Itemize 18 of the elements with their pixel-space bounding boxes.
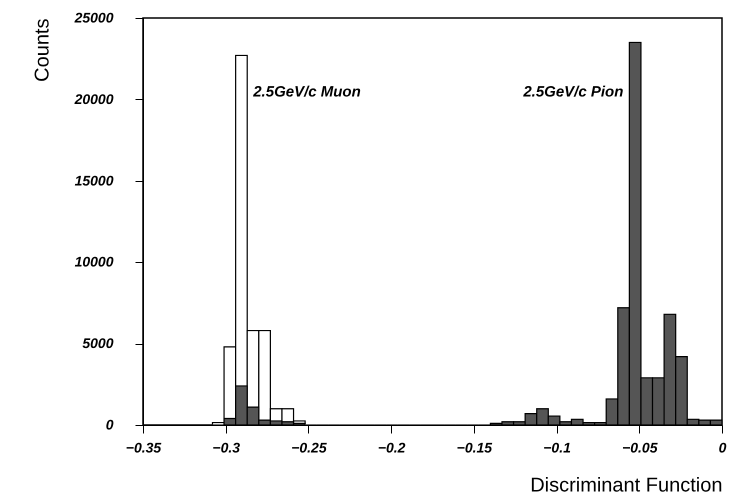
x-tick-label: −0.25 (291, 440, 327, 456)
series-label: 2.5GeV/c Muon (252, 83, 361, 100)
x-tick-label: −0.15 (456, 440, 492, 456)
x-tick-label: −0.05 (622, 440, 658, 456)
x-axis-title: Discriminant Function (530, 474, 722, 496)
y-tick-label: 5000 (82, 335, 114, 352)
y-tick-label: 20000 (74, 90, 114, 107)
y-axis-title: Counts (32, 18, 54, 82)
y-tick-label: 10000 (74, 254, 114, 270)
y-tick-label: 25000 (74, 10, 114, 26)
y-tick-label: 0 (106, 416, 114, 432)
x-tick-label: −0.1 (543, 440, 572, 456)
x-tick-label: −0.2 (378, 440, 406, 456)
x-tick-label: −0.3 (212, 440, 240, 456)
x-tick-label: 0 (718, 440, 727, 456)
x-tick-label: −0.35 (126, 440, 162, 456)
series-label: 2.5GeV/c Pion (522, 83, 624, 100)
y-tick-label: 15000 (74, 172, 114, 188)
